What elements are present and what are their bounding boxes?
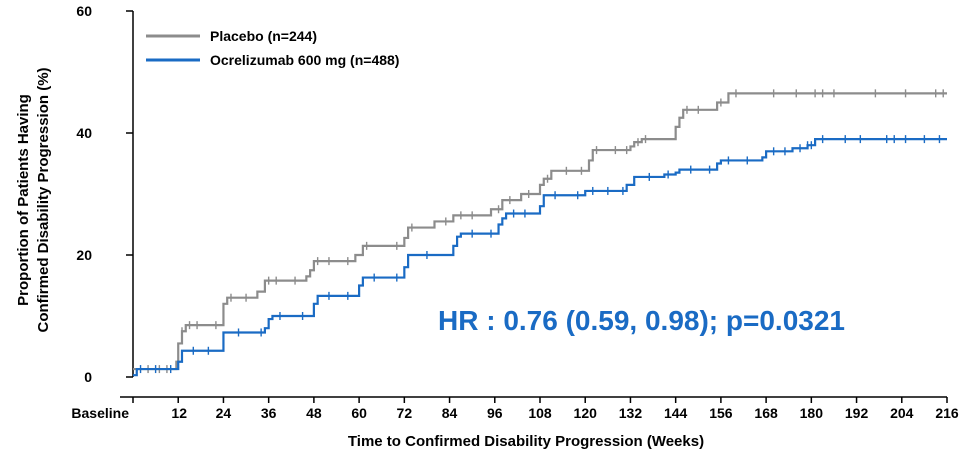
x-tick-label: 156 [709, 405, 733, 421]
x-tick-label: 24 [216, 405, 232, 421]
y-axis-title: Proportion of Patients Having Confirmed … [15, 67, 52, 332]
x-tick-label: 12 [171, 405, 187, 421]
x-tick-label: 60 [351, 405, 367, 421]
y-tick-label: 60 [76, 3, 92, 19]
x-tick-label: Baseline [71, 405, 129, 421]
legend-label-placebo: Placebo (n=244) [210, 28, 317, 44]
x-tick-label: 36 [261, 405, 277, 421]
y-tick-label: 0 [84, 369, 92, 385]
x-tick-label: 96 [487, 405, 503, 421]
x-tick-label: 168 [754, 405, 778, 421]
x-tick-label: 48 [306, 405, 322, 421]
legend-label-ocrelizumab: Ocrelizumab 600 mg (n=488) [210, 52, 399, 68]
x-tick-label: 192 [845, 405, 869, 421]
x-axis-title: Time to Confirmed Disability Progression… [348, 433, 704, 450]
x-tick-label: 204 [890, 405, 914, 421]
y-tick-label: 40 [76, 125, 92, 141]
x-tick-label: 84 [442, 405, 458, 421]
y-axis-title-line-1: Proportion of Patients Having [15, 94, 32, 306]
series-layer [133, 89, 947, 377]
x-tick-label: 108 [528, 405, 552, 421]
series-ocrelizumab [133, 135, 947, 377]
x-tick-label: 144 [664, 405, 688, 421]
hr-annotation: HR : 0.76 (0.59, 0.98); p=0.0321 [438, 305, 845, 336]
km-curve-ocrelizumab [133, 138, 947, 377]
y-tick-label: 20 [76, 247, 92, 263]
x-tick-label: 180 [800, 405, 824, 421]
x-tick-label: 216 [935, 405, 959, 421]
x-tick-label: 72 [397, 405, 413, 421]
x-tick-label: 132 [619, 405, 643, 421]
x-tick-label: 120 [574, 405, 598, 421]
y-axis-title-line-2: Confirmed Disability Progression (%) [35, 67, 52, 332]
axes [120, 11, 947, 398]
legend: Placebo (n=244) Ocrelizumab 600 mg (n=48… [146, 28, 399, 68]
ticks: 0 20 40 60 Baseline 12 24 36 48 60 72 84 96 108 120 132… [71, 3, 958, 421]
km-curve-placebo [133, 92, 947, 371]
series-placebo [133, 89, 947, 374]
